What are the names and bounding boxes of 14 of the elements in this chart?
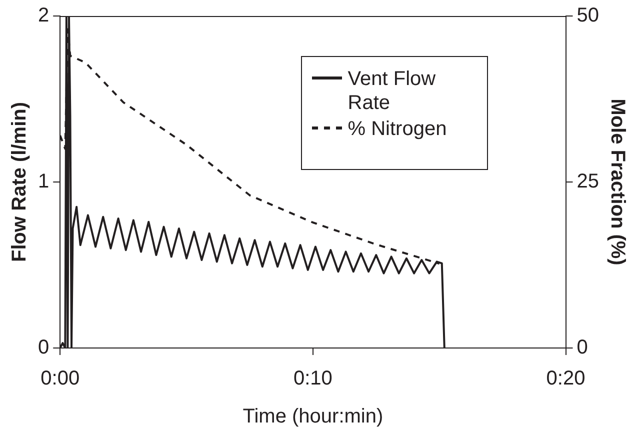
y2-tick-label: 50 (576, 4, 600, 27)
x-tick-label: 0:00 (40, 368, 80, 390)
y2-axis-title: Mole Fraction (%) (606, 98, 628, 266)
y-axis-title: Flow Rate (l/min) (8, 102, 31, 262)
x-tick-label: 0:20 (546, 368, 586, 390)
y2-tick-label: 0 (576, 336, 588, 359)
y-tick-label: 0 (38, 336, 50, 359)
y-tick-label: 1 (38, 170, 50, 193)
legend-label: % Nitrogen (348, 117, 448, 141)
y-tick-label: 2 (38, 4, 50, 27)
legend-label: Vent Flow Rate (348, 67, 437, 115)
x-axis-title: Time (hour:min) (242, 406, 384, 428)
x-tick-label: 0:10 (293, 368, 332, 390)
y2-tick-label: 25 (576, 170, 600, 193)
